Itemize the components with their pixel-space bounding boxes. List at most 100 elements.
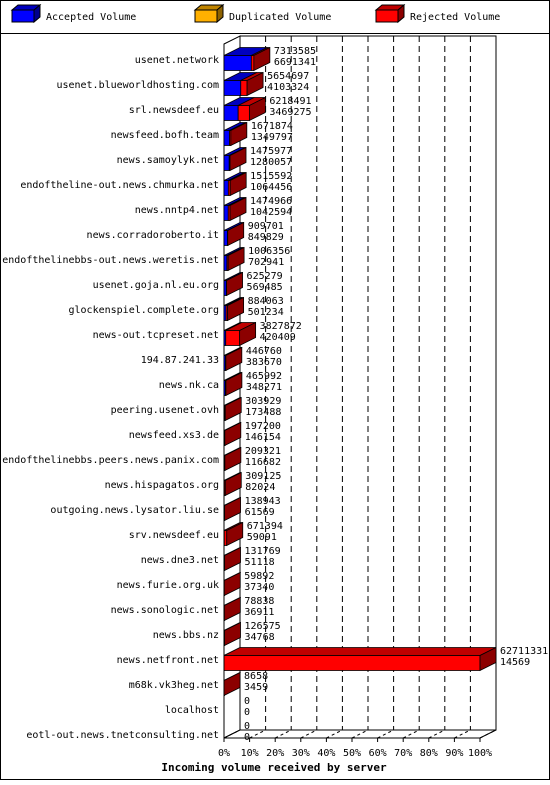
bar-side-9 [226,271,243,297]
category-label-13: news.nk.ca [159,380,219,391]
total-label-24: 62711331 [500,646,548,657]
bar-side-20 [224,546,241,572]
floor-grid-3 [300,729,318,739]
total-label-19: 671394 [247,521,283,532]
total-label-27: 0 [244,721,250,732]
accepted-label-19: 59091 [247,532,277,543]
floor-grid-7 [402,729,420,739]
total-label-14: 303929 [245,396,281,407]
bar-8-s0 [223,255,228,271]
category-label-16: endofthelinebbs.peers.news.panix.com [2,455,219,466]
x-tick-label-7: 70% [394,748,412,759]
category-label-21: news.furie.org.uk [117,580,219,591]
x-axis-title: Incoming volume received by server [161,761,387,774]
total-label-6: 1474966 [250,196,292,207]
accepted-label-12: 383670 [246,357,282,368]
bar-4-s0 [223,155,230,171]
total-label-8: 1006356 [248,246,290,257]
bar-side-12 [225,346,243,372]
total-label-7: 909701 [248,221,284,232]
x-tick-label-5: 50% [343,748,361,759]
floor-grid-5 [351,729,369,739]
legend-swatch-0 [11,9,35,23]
bar-7-s0 [223,230,228,246]
total-label-26: 0 [244,696,250,707]
accepted-label-18: 61569 [245,507,275,518]
bar-side-10 [227,296,245,322]
total-label-5: 1515592 [250,171,292,182]
accepted-label-15: 146154 [245,432,281,443]
total-label-10: 884063 [248,296,284,307]
category-label-2: srl.newsdeef.eu [129,105,219,116]
legend-swatch-side-2 [397,3,405,24]
accepted-label-24: 14569 [500,657,530,668]
category-label-19: srv.newsdeef.eu [129,530,219,541]
bar-side-22 [223,596,241,622]
legend-label-1: Duplicated Volume [229,12,331,23]
accepted-label-0: 6691341 [274,57,316,68]
accepted-label-16: 116682 [245,457,281,468]
category-label-18: outgoing.news.lysator.liu.se [50,505,219,516]
legend-swatch-1 [194,9,218,23]
legend-swatch-side-1 [216,3,224,24]
category-label-24: news.netfront.net [117,655,219,666]
bar-2-s0 [223,105,239,121]
bar-side-25 [223,671,241,697]
bar-side-8 [227,246,245,272]
accepted-label-10: 501234 [248,307,284,318]
total-label-17: 309125 [245,471,281,482]
bar-top-24-s2 [223,647,497,656]
floor-grid-4 [326,729,343,739]
accepted-label-22: 36911 [244,607,274,618]
bar-side-0 [253,46,271,72]
bar-side-15 [224,421,242,447]
legend-swatch-2 [375,9,399,23]
bar-side-1 [246,71,264,97]
category-label-14: peering.usenet.ovh [111,405,219,416]
total-label-22: 78838 [244,596,274,607]
x-tick-label-6: 60% [369,748,387,759]
total-label-1: 5654697 [267,71,309,82]
bar-11-s2 [225,330,241,346]
category-label-5: endoftheline-out.news.chmurka.net [20,180,219,191]
accepted-label-13: 348271 [246,382,282,393]
category-label-10: glockenspiel.complete.org [68,305,219,316]
accepted-label-9: 569485 [247,282,283,293]
category-label-0: usenet.network [135,55,219,66]
bar-side-21 [223,571,241,597]
total-label-20: 131769 [245,546,281,557]
bar-side-17 [224,471,242,497]
bar-6-s0 [223,205,229,221]
total-label-18: 138943 [245,496,281,507]
bar-side-7 [227,221,245,247]
total-label-2: 6218491 [269,96,311,107]
category-label-6: news.nntp4.net [135,205,219,216]
bar-24-s2 [223,655,481,671]
accepted-label-20: 51118 [245,557,275,568]
x-tick-label-10: 100% [468,748,492,759]
total-label-23: 126575 [245,621,281,632]
accepted-label-8: 702941 [248,257,284,268]
x-tick-label-3: 30% [292,748,310,759]
total-label-21: 59892 [244,571,274,582]
category-label-20: news.dne3.net [141,555,219,566]
bar-side-4 [229,146,247,172]
bar-2-s2 [237,105,250,121]
bar-0-s0 [223,55,252,71]
total-label-11: 3827872 [260,321,302,332]
bar-side-2 [248,96,266,122]
x-tick-label-0: 0% [218,748,230,759]
bar-side-23 [224,621,241,647]
floor-grid-2 [274,729,292,739]
total-label-12: 446760 [246,346,282,357]
total-label-13: 465992 [246,371,282,382]
category-label-25: m68k.vk3heg.net [129,680,219,691]
accepted-label-23: 34768 [245,632,275,643]
accepted-label-2: 3469275 [269,107,311,118]
bar-side-14 [224,396,242,422]
category-label-8: endofthelinebbs-out.news.weretis.net [2,255,219,266]
bar-1-s0 [223,80,242,96]
bar-side-6 [229,196,247,222]
